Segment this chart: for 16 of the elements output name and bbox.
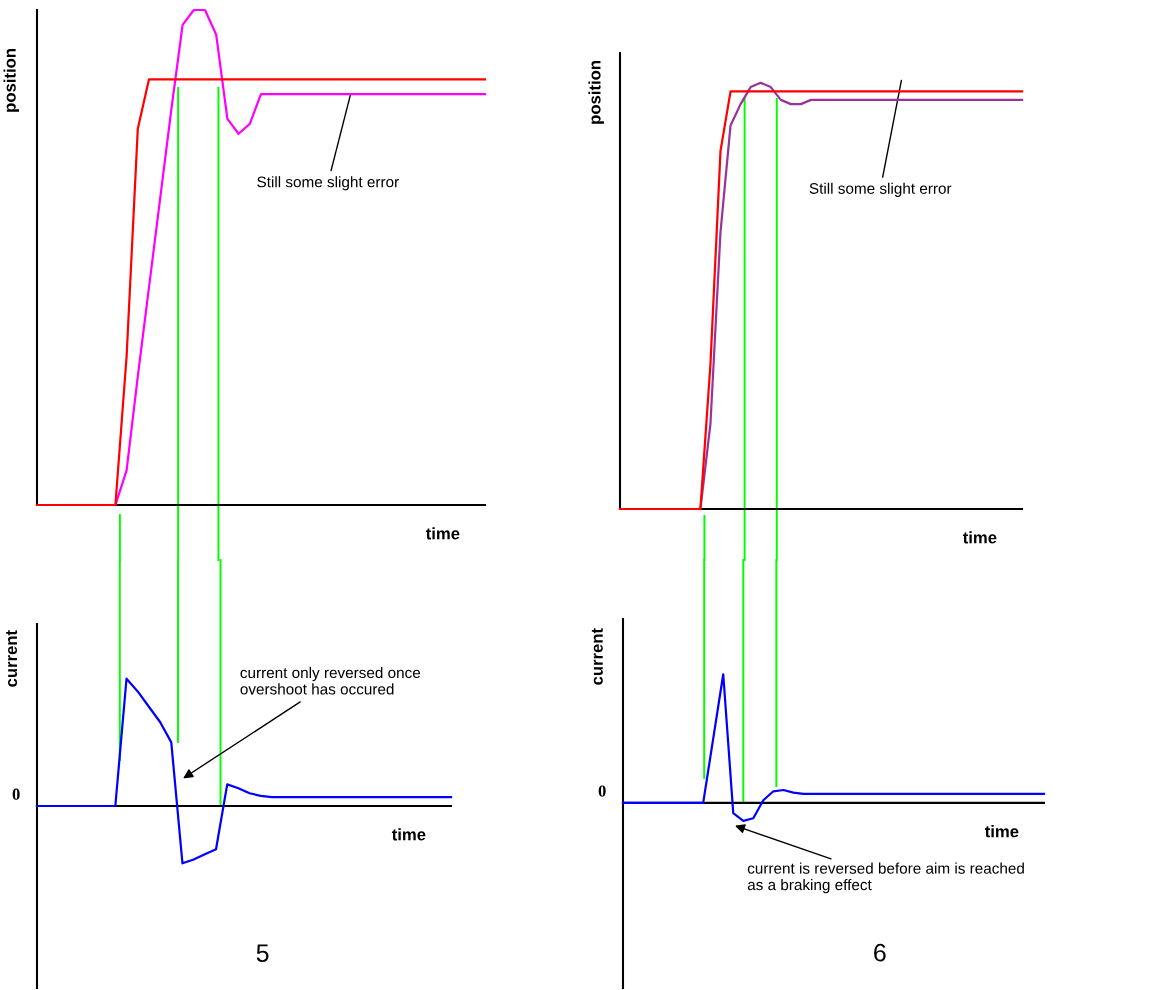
x-axis-title: time xyxy=(984,825,1019,838)
text: current is reversed before aim is reached as a braking effect xyxy=(747,862,1024,894)
y-axis-title: current xyxy=(591,628,603,685)
text: 0 xyxy=(12,788,20,800)
annotation: Still some slight error xyxy=(257,176,399,191)
x-axis-title: time xyxy=(425,527,460,540)
text: 0 xyxy=(598,785,606,797)
x-axis-title: time xyxy=(962,531,997,544)
y-axis-title: position xyxy=(588,61,604,124)
text: 5 xyxy=(256,944,269,962)
y-axis-title: position xyxy=(3,49,20,112)
x-axis-title: time xyxy=(391,828,426,841)
text: 6 xyxy=(874,943,886,962)
y-axis-title: current xyxy=(6,630,18,687)
annotation: Still some slight error xyxy=(809,182,952,197)
annotation: current only reversed once overshoot has occured xyxy=(240,666,421,695)
